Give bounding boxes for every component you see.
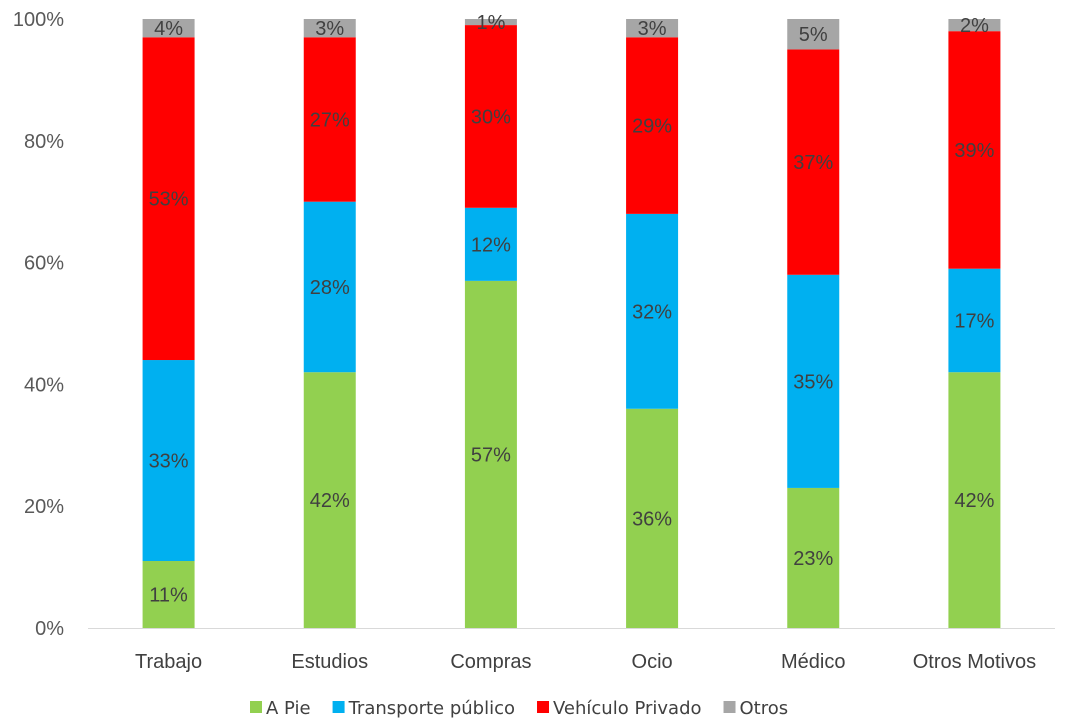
data-label: 42% (954, 490, 994, 512)
data-label: 11% (149, 585, 188, 607)
legend-label: Vehículo Privado (553, 698, 702, 719)
y-axis: 0% 20% 40% 60% 80% 100% (13, 9, 64, 640)
bar-group: 57% 12% 30% 1% (464, 12, 517, 628)
legend-item: A Pie (250, 698, 311, 719)
bar-segment (303, 201, 356, 373)
bar-segment (303, 19, 356, 38)
legend-swatch (537, 701, 550, 713)
data-label: 12% (471, 234, 511, 256)
data-label: 3% (638, 18, 667, 40)
bar-segment (787, 19, 840, 50)
bars: 11% 33% 53% 4% 42% 28% 27% 3% 57% 12% 30% 1% 36% 32% 2… (142, 12, 1001, 628)
data-label: 57% (471, 444, 511, 466)
x-tick-label: Otros Motivos (913, 651, 1036, 673)
data-label: 35% (793, 371, 833, 393)
bar-group: 11% 33% 53% 4% (142, 18, 195, 628)
data-label: 3% (315, 18, 344, 40)
data-label: 5% (799, 24, 828, 46)
legend-label: Transporte público (348, 698, 515, 719)
bar-segment (303, 372, 356, 628)
bar-segment (142, 360, 195, 562)
bar-segment (142, 37, 195, 361)
x-tick-label: Trabajo (135, 651, 202, 673)
legend-swatch (332, 701, 345, 713)
data-label: 53% (149, 189, 189, 211)
bar-segment (626, 213, 679, 409)
legend-item: Vehículo Privado (537, 698, 702, 719)
bar-group: 42% 17% 39% 2% (948, 15, 1001, 628)
data-label: 42% (310, 490, 350, 512)
legend: A Pie Transporte público Vehículo Privado O… (250, 698, 788, 719)
y-tick-label: 0% (35, 618, 64, 640)
data-label: 39% (954, 140, 994, 162)
data-label: 30% (471, 106, 511, 128)
bar-segment (948, 31, 1001, 269)
bar-segment (626, 408, 679, 628)
bar-segment (142, 19, 195, 38)
legend-label: A Pie (266, 698, 311, 719)
data-label: 32% (632, 301, 672, 323)
bar-group: 23% 35% 37% 5% (787, 19, 840, 628)
data-label: 1% (476, 12, 505, 34)
data-label: 27% (310, 109, 350, 131)
y-tick-label: 20% (24, 496, 64, 518)
x-tick-label: Ocio (632, 651, 673, 673)
bar-segment (464, 207, 517, 281)
y-tick-label: 100% (13, 9, 64, 31)
x-tick-label: Estudios (291, 651, 368, 673)
bar-segment (626, 37, 679, 214)
bar-segment (626, 19, 679, 38)
x-axis: Trabajo Estudios Compras Ocio Médico Otros Mo… (88, 628, 1055, 673)
x-tick-label: Médico (781, 651, 845, 673)
x-tick-label: Compras (450, 651, 531, 673)
data-label: 17% (954, 310, 994, 332)
legend-label: Otros (740, 698, 789, 719)
bar-segment (948, 268, 1001, 373)
data-label: 28% (310, 277, 350, 299)
legend-item: Otros (723, 698, 789, 719)
data-label: 2% (960, 15, 989, 37)
bar-segment (787, 274, 840, 488)
y-tick-label: 80% (24, 131, 64, 153)
legend-item: Transporte público (332, 698, 515, 719)
bar-segment (142, 561, 195, 628)
legend-swatch (723, 701, 736, 713)
bar-segment (464, 19, 517, 26)
data-label: 4% (154, 18, 183, 40)
bar-segment (464, 25, 517, 208)
y-tick-label: 40% (24, 374, 64, 396)
bar-segment (787, 487, 840, 628)
data-label: 37% (793, 152, 833, 174)
bar-group: 36% 32% 29% 3% (626, 18, 679, 628)
bar-group: 42% 28% 27% 3% (303, 18, 356, 628)
bar-segment (464, 280, 517, 628)
bar-segment (787, 49, 840, 275)
bar-segment (303, 37, 356, 202)
y-tick-label: 60% (24, 253, 64, 275)
data-label: 23% (793, 548, 833, 570)
legend-swatch (250, 701, 262, 713)
bar-segment (948, 372, 1001, 628)
bar-segment (948, 19, 1001, 32)
data-label: 33% (149, 451, 189, 473)
data-label: 36% (632, 508, 672, 530)
data-label: 29% (632, 116, 672, 138)
